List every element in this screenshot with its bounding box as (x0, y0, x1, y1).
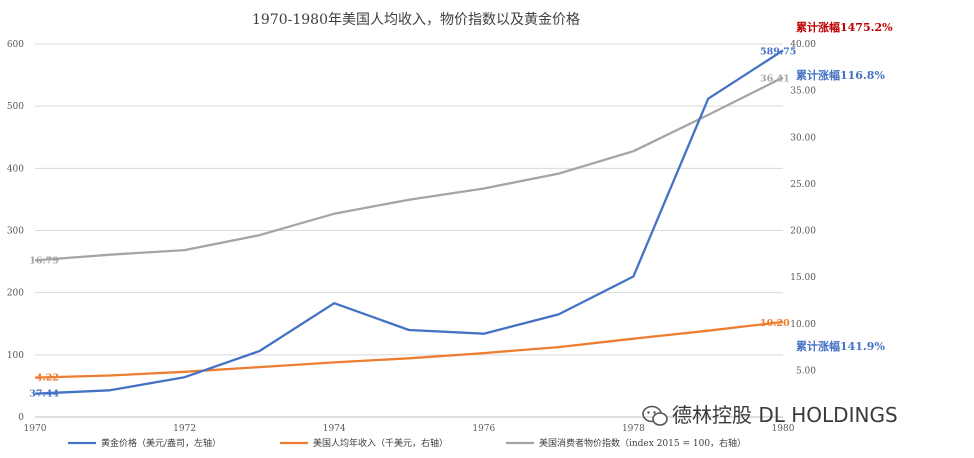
right-tick-label: 20.00 (790, 227, 816, 237)
watermark: 德林控股 DL HOLDINGS (642, 403, 898, 427)
chart-title: 1970-1980年美国人均收入，物价指数以及黄金价格 (252, 11, 580, 28)
right-tick-label: 40.00 (790, 40, 816, 50)
right-axis: 5.00 10.00 15.00 20.00 25.00 30.00 35.00 40.00 (790, 40, 816, 376)
left-tick-label: 100 (7, 351, 24, 361)
series-line (34, 76, 784, 262)
legend-label: 美国人均年收入（千美元，右轴） (313, 437, 448, 449)
x-tick-label: 1972 (173, 424, 196, 434)
end-value-label: 36.41 (760, 73, 790, 84)
left-tick-label: 500 (7, 102, 24, 112)
x-tick-label: 1980 (772, 424, 795, 434)
annotations: 累计涨幅1475.2% 累计涨幅116.8% 累计涨幅141.9% (796, 20, 893, 353)
series-lines (34, 49, 784, 395)
growth-annotation: 累计涨幅141.9% (796, 339, 885, 353)
right-tick-label: 10.00 (790, 320, 816, 330)
gridlines (35, 43, 783, 418)
left-tick-label: 0 (18, 413, 24, 423)
data-labels: 37.44 589.75 4.22 10.20 16.79 36.41 (29, 46, 796, 399)
left-tick-label: 600 (7, 40, 24, 50)
end-value-label: 10.20 (760, 318, 790, 329)
left-tick-label: 300 (7, 227, 24, 237)
right-tick-label: 35.00 (790, 87, 816, 97)
start-value-label: 37.44 (29, 389, 59, 400)
right-tick-label: 30.00 (790, 133, 816, 143)
x-axis: 1970 1972 1974 1976 1978 1980 (24, 424, 795, 434)
series-line (34, 320, 784, 379)
growth-annotation: 累计涨幅116.8% (796, 68, 885, 82)
start-value-label: 4.22 (36, 373, 59, 384)
right-tick-label: 5.00 (796, 366, 816, 376)
x-tick-label: 1970 (24, 424, 47, 434)
end-value-label: 589.75 (760, 46, 796, 57)
legend-label: 黄金价格（美元/盎司，左轴） (101, 437, 221, 449)
left-tick-label: 400 (7, 164, 24, 174)
left-tick-label: 200 (7, 289, 24, 299)
growth-annotation: 累计涨幅1475.2% (796, 20, 893, 34)
right-tick-label: 25.00 (790, 180, 816, 190)
legend-label: 美国消费者物价指数（index 2015 = 100，右轴） (539, 437, 746, 449)
watermark-text: 德林控股 DL HOLDINGS (672, 403, 898, 427)
left-axis: 0 100 200 300 400 500 600 (7, 40, 24, 423)
legend: 黄金价格（美元/盎司，左轴） 美国人均年收入（千美元，右轴） 美国消费者物价指数（i… (68, 437, 746, 449)
x-tick-label: 1978 (622, 424, 645, 434)
x-tick-label: 1976 (472, 424, 495, 434)
start-value-label: 16.79 (29, 255, 59, 266)
x-tick-label: 1974 (323, 424, 346, 434)
series-line (34, 49, 784, 395)
wechat-icon (642, 405, 668, 426)
right-tick-label: 15.00 (790, 273, 816, 283)
